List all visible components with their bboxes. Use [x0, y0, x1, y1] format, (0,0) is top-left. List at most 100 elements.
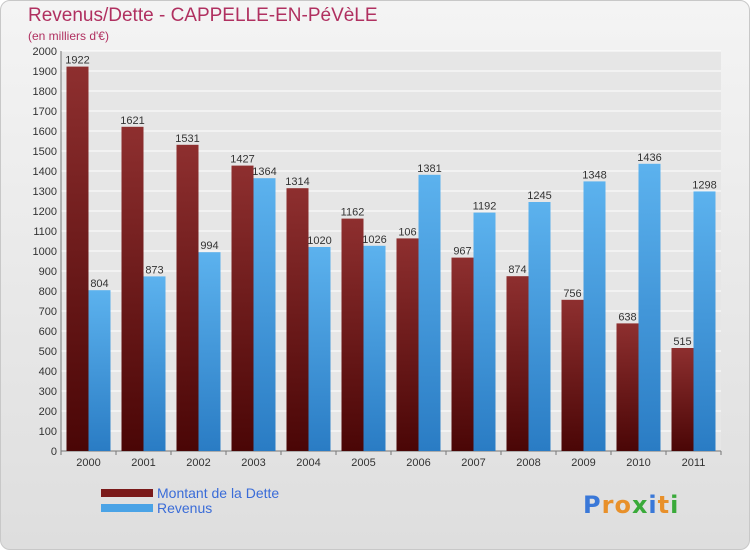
y-tick-label: 1100	[33, 226, 57, 238]
y-tick-label: 800	[39, 286, 57, 298]
x-tick-label: 2010	[626, 457, 650, 469]
bar-dette	[66, 66, 89, 451]
x-tick-label: 2009	[571, 457, 595, 469]
legend-swatch-dette	[101, 489, 153, 497]
data-label-revenus: 1192	[473, 201, 497, 213]
logo-letter: P	[583, 491, 602, 519]
bar-revenus	[583, 181, 606, 451]
logo-letter: x	[631, 491, 649, 519]
y-tick-label: 1500	[33, 146, 57, 158]
y-tick-label: 200	[39, 406, 57, 418]
data-label-dette: 967	[453, 246, 471, 258]
bar-revenus	[528, 202, 551, 451]
bar-dette	[341, 218, 364, 451]
bars	[66, 66, 716, 452]
y-tick-label: 100	[39, 426, 57, 438]
y-tick-label: 600	[39, 326, 57, 338]
data-label-dette: 1621	[120, 115, 144, 127]
bar-dette	[396, 238, 419, 451]
data-label-dette: 638	[618, 311, 636, 323]
bar-dette	[616, 323, 639, 451]
chart-title: Revenus/Dette - CAPPELLE-EN-PéVèLE	[28, 5, 378, 26]
legend-swatch-revenus	[101, 504, 153, 512]
data-label-revenus: 1364	[252, 166, 276, 178]
y-tick-label: 1700	[33, 106, 57, 118]
bar-revenus	[418, 174, 441, 452]
data-label-dette: 756	[563, 288, 581, 300]
data-label-dette: 874	[508, 264, 526, 276]
y-tick-label: 900	[39, 266, 57, 278]
y-tick-label: 300	[39, 386, 57, 398]
bar-dette	[671, 348, 694, 451]
bar-dette	[231, 165, 254, 451]
logo-letter: t	[657, 491, 671, 519]
bar-revenus	[638, 163, 661, 452]
logo-letter: i	[670, 491, 680, 519]
bar-dette	[451, 257, 474, 451]
data-label-dette: 1162	[341, 207, 365, 219]
data-label-revenus: 1026	[362, 234, 386, 246]
chart-subtitle: (en milliers d'€)	[28, 29, 109, 43]
legend-label-dette: Montant de la Dette	[157, 485, 280, 501]
data-label-dette: 106	[398, 226, 416, 238]
y-tick-label: 0	[51, 446, 57, 458]
bar-revenus	[308, 247, 331, 451]
data-label-revenus: 1436	[637, 152, 661, 164]
bar-revenus	[253, 178, 276, 451]
gridlines	[61, 50, 721, 452]
bar-revenus	[363, 245, 386, 451]
bar-revenus	[198, 252, 221, 451]
y-tick-label: 1000	[33, 246, 57, 258]
data-label-dette: 1427	[230, 154, 254, 166]
y-tick-label: 400	[39, 366, 57, 378]
data-label-dette: 1314	[285, 176, 309, 188]
logo-letter: i	[648, 491, 658, 519]
x-tick-label: 2002	[186, 457, 210, 469]
x-tick-label: 2011	[682, 457, 706, 469]
x-tick-label: 2008	[516, 457, 540, 469]
y-tick-label: 1600	[33, 126, 57, 138]
x-tick-label: 2007	[461, 457, 485, 469]
bar-dette	[176, 144, 199, 452]
y-tick-label: 500	[39, 346, 57, 358]
axes: 0 100 200 300 400 500 600 700 800 900 1000 1100 1200…	[33, 46, 722, 469]
bar-dette	[506, 276, 529, 451]
data-label-revenus: 1245	[527, 190, 551, 202]
y-tick-label: 1400	[33, 166, 57, 178]
data-label-revenus: 1298	[692, 179, 716, 191]
data-label-revenus: 804	[90, 278, 108, 290]
y-tick-label: 2000	[33, 46, 57, 58]
x-tick-label: 2006	[406, 457, 430, 469]
logo-letter: o	[614, 491, 632, 519]
data-label-revenus: 873	[145, 264, 163, 276]
y-tick-label: 1800	[33, 86, 57, 98]
data-label-dette: 1922	[65, 55, 89, 67]
y-tick-label: 1300	[33, 186, 57, 198]
data-label-revenus: 1381	[417, 163, 441, 175]
data-label-dette: 1531	[175, 133, 199, 145]
y-tick-label: 1200	[33, 206, 57, 218]
y-tick-label: 700	[39, 306, 57, 318]
data-label-revenus: 1020	[307, 235, 331, 247]
y-tick-label: 1900	[33, 66, 57, 78]
bar-revenus	[693, 191, 716, 451]
x-tick-label: 2001	[131, 457, 155, 469]
bar-dette	[561, 299, 584, 451]
data-label-revenus: 994	[200, 240, 218, 252]
bar-revenus	[143, 276, 166, 451]
x-tick-label: 2000	[76, 457, 100, 469]
bar-revenus	[88, 290, 111, 451]
data-label-revenus: 1348	[582, 169, 606, 181]
x-tick-label: 2003	[241, 457, 265, 469]
bar-revenus	[473, 212, 496, 451]
data-label-dette: 515	[673, 336, 691, 348]
proxiti-logo: Proxiti	[583, 491, 679, 519]
bar-dette	[286, 188, 309, 451]
legend-label-revenus: Revenus	[157, 500, 213, 516]
x-tick-label: 2005	[351, 457, 375, 469]
bar-dette	[121, 126, 144, 452]
x-tick-label: 2004	[296, 457, 320, 469]
